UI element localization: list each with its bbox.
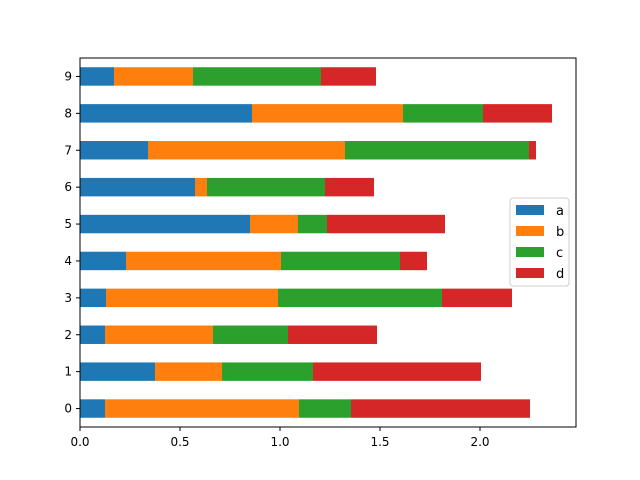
y-tick-label: 7 <box>64 143 72 157</box>
bar-d-9 <box>321 67 376 86</box>
bar-d-5 <box>327 214 445 234</box>
bar-a-1 <box>80 362 155 381</box>
bar-b-8 <box>252 104 403 123</box>
bar-b-1 <box>155 362 222 381</box>
bar-b-7 <box>148 141 345 160</box>
y-tick-label: 1 <box>64 365 72 379</box>
legend-label-b: b <box>556 225 564 240</box>
y-tick-label: 8 <box>64 106 72 120</box>
legend-label-a: a <box>556 204 564 219</box>
x-tick-label: 2.0 <box>470 435 489 449</box>
bar-c-1 <box>222 362 313 381</box>
bar-d-6 <box>325 177 374 197</box>
y-tick-label: 2 <box>64 328 72 342</box>
legend-swatch-d <box>516 268 544 278</box>
bar-c-4 <box>281 251 400 271</box>
bar-b-6 <box>195 177 207 197</box>
bar-a-3 <box>80 288 106 308</box>
legend-swatch-b <box>516 226 544 236</box>
bars <box>80 67 552 418</box>
legend-label-d: d <box>556 267 564 282</box>
bar-d-1 <box>313 362 481 381</box>
bar-d-3 <box>442 288 512 308</box>
bar-c-0 <box>299 399 351 418</box>
bar-b-3 <box>106 288 278 308</box>
y-tick-label: 6 <box>64 180 72 194</box>
bar-a-8 <box>80 104 252 123</box>
y-tick-label: 4 <box>64 254 72 268</box>
legend-swatch-a <box>516 205 544 215</box>
bar-a-6 <box>80 177 195 197</box>
bar-a-7 <box>80 141 148 160</box>
plot-frame <box>79 57 577 428</box>
bar-a-5 <box>80 214 250 234</box>
bar-a-9 <box>80 67 114 86</box>
legend-swatch-c <box>516 247 544 257</box>
bar-c-6 <box>207 177 325 197</box>
bar-b-5 <box>250 214 298 234</box>
y-tick-label: 5 <box>64 217 72 231</box>
bar-c-7 <box>345 141 529 160</box>
y-tick-label: 9 <box>64 69 72 83</box>
x-tick-label: 0.0 <box>70 435 89 449</box>
x-tick-label: 1.5 <box>370 435 389 449</box>
y-tick-label: 0 <box>64 402 72 416</box>
y-tick-label: 3 <box>64 291 72 305</box>
bar-d-4 <box>400 251 427 271</box>
bar-b-9 <box>114 67 193 86</box>
bar-b-0 <box>105 399 299 418</box>
bar-b-4 <box>126 251 281 271</box>
bar-a-2 <box>80 325 105 344</box>
bar-b-2 <box>105 325 213 344</box>
bar-c-2 <box>213 325 288 344</box>
bar-a-0 <box>80 399 105 418</box>
bar-c-9 <box>193 67 321 86</box>
x-tick-label: 1.0 <box>270 435 289 449</box>
bar-d-0 <box>351 399 530 418</box>
bar-d-7 <box>529 141 536 160</box>
x-tick-label: 0.5 <box>170 435 189 449</box>
bar-c-8 <box>403 104 483 123</box>
bar-c-3 <box>278 288 442 308</box>
bar-d-2 <box>288 325 377 344</box>
bar-d-8 <box>483 104 552 123</box>
bar-c-5 <box>298 214 327 234</box>
bar-a-4 <box>80 251 126 271</box>
legend-label-c: c <box>556 246 563 261</box>
legend-frame <box>509 197 570 287</box>
